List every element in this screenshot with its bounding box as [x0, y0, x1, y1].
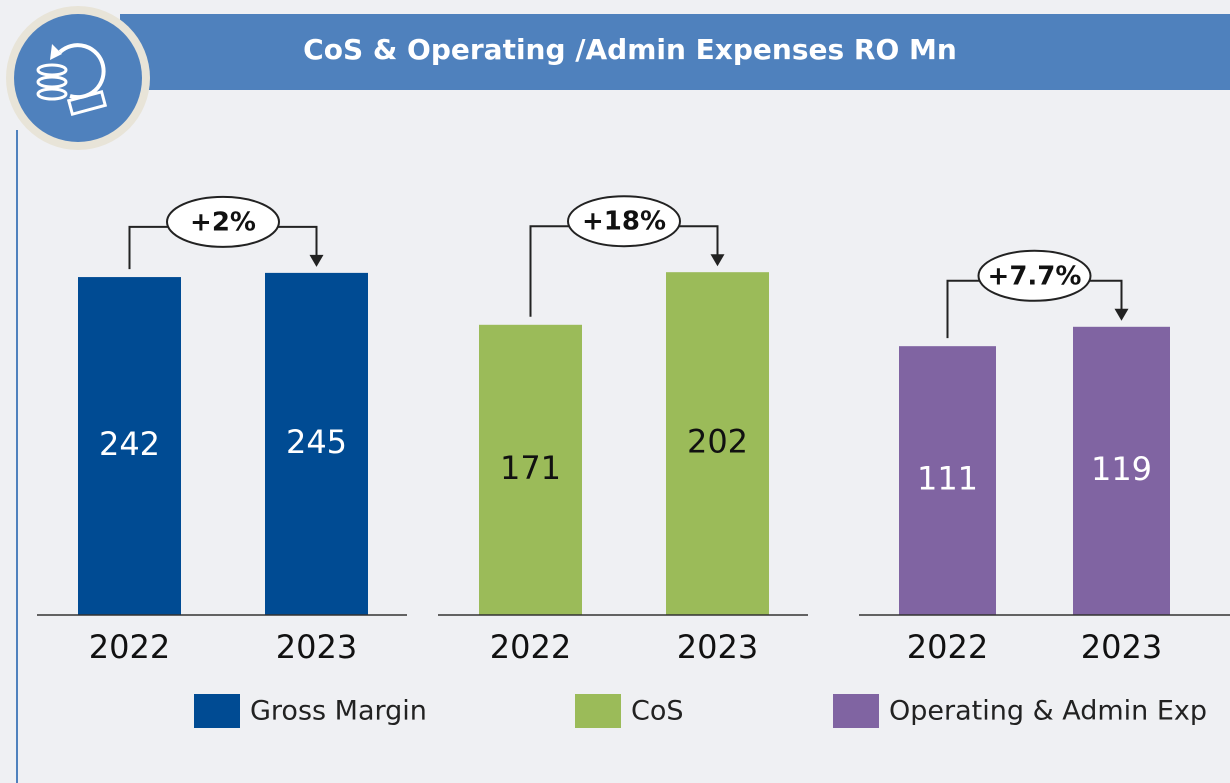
legend-label: CoS	[631, 696, 684, 727]
legend-label: Operating & Admin Exp	[889, 696, 1207, 727]
legend-swatch	[194, 694, 240, 728]
bar	[899, 346, 996, 615]
annotation-bubble	[977, 249, 1092, 302]
annotation: +18%	[582, 207, 666, 237]
value-label: 119	[1091, 450, 1152, 488]
annotation-bubble	[567, 195, 681, 248]
connector-arrow	[1114, 308, 1129, 321]
bar	[479, 324, 582, 615]
bar	[78, 277, 181, 615]
bar	[1073, 326, 1170, 615]
value-label: 245	[286, 423, 347, 461]
page-title: CoS & Operating /Admin Expenses RO Mn	[303, 33, 957, 66]
x-tick-label: 2023	[677, 628, 758, 666]
bar	[666, 272, 769, 615]
annotation-bubble	[166, 195, 280, 248]
connector-arrow	[710, 254, 725, 267]
value-label: 242	[99, 425, 160, 463]
x-tick-label: 2023	[1081, 628, 1162, 666]
value-label: 171	[500, 449, 561, 487]
annotation: +7.7%	[988, 261, 1082, 291]
annotation: +2%	[190, 207, 256, 237]
legend-swatch	[833, 694, 879, 728]
legend-label: Gross Margin	[250, 696, 427, 727]
x-tick-label: 2022	[89, 628, 170, 666]
bar	[265, 272, 368, 615]
header-icon	[6, 6, 150, 150]
legend-swatch	[575, 694, 621, 728]
value-label: 111	[917, 460, 978, 498]
value-label: 202	[687, 423, 748, 461]
x-tick-label: 2022	[490, 628, 571, 666]
connector-arrow	[309, 254, 324, 267]
header-bar	[120, 14, 1230, 90]
x-tick-label: 2022	[907, 628, 988, 666]
x-tick-label: 2023	[276, 628, 357, 666]
